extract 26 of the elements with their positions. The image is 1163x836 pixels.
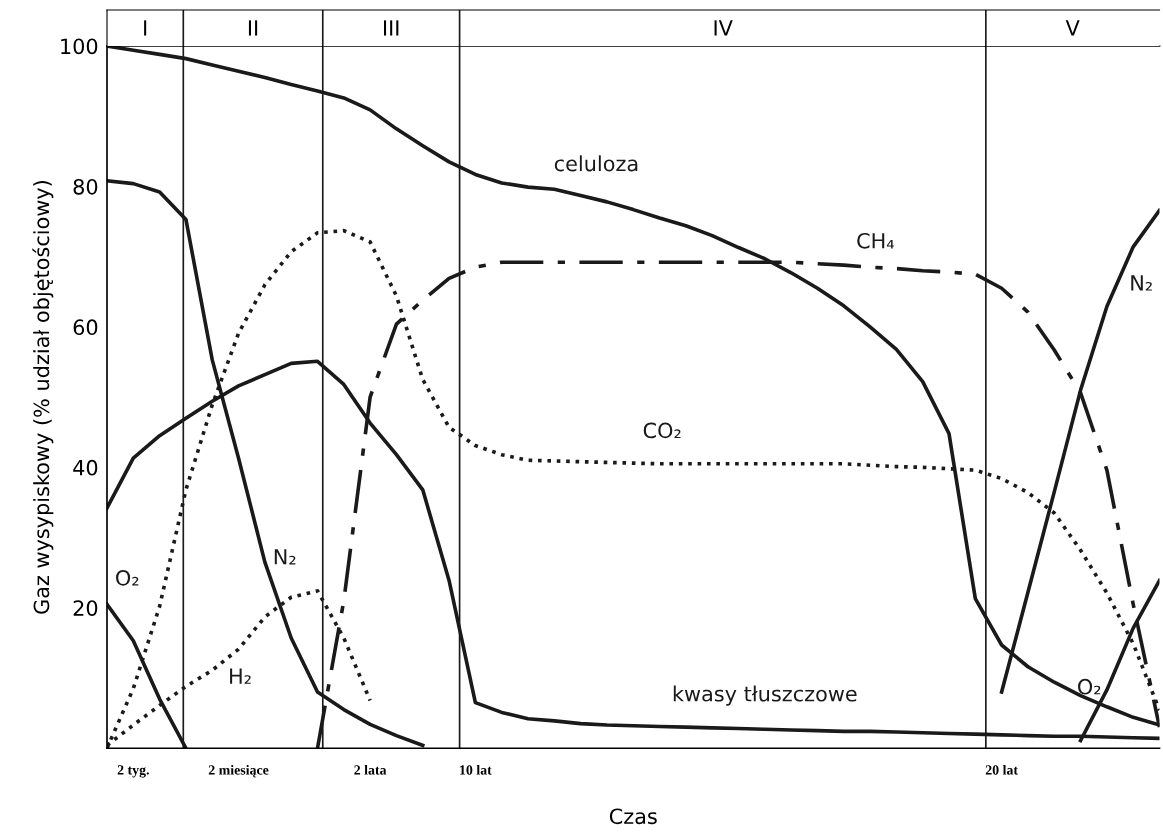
y-tick-label: 100 — [61, 38, 98, 55]
text: IV — [714, 20, 733, 36]
x-tick-label: 2 miesiące — [208, 764, 269, 778]
series-label: H₂ — [230, 668, 251, 684]
series-label: kwasy tłuszczowe — [673, 685, 857, 706]
x-tick-label: 2 tyg. — [117, 765, 149, 778]
y-tick-label: 80 — [73, 178, 98, 195]
series-label: N₂ — [1131, 275, 1152, 291]
series-label: O₂ — [116, 569, 139, 586]
y-tick-label: 20 — [73, 600, 98, 616]
text: V — [1065, 20, 1080, 36]
text: II — [248, 20, 258, 36]
x-axis-title: Czas — [609, 808, 657, 825]
text: I — [144, 20, 147, 36]
series-label: celuloza — [554, 155, 638, 172]
y-tick-label: 60 — [73, 319, 98, 336]
x-tick-label: 10 lat — [460, 764, 492, 775]
series-label: O₂ — [1078, 678, 1101, 695]
text: III — [384, 20, 399, 36]
series-label: CH₄ — [857, 232, 894, 249]
y-axis-title: Gaz wysypiskowy (% udział objętościowy) — [32, 181, 54, 614]
x-tick-label: 2 lata — [354, 764, 387, 775]
x-tick-label: 20 lat — [985, 764, 1018, 775]
y-tick-label: 40 — [73, 459, 98, 476]
series-label: CO₂ — [643, 422, 681, 439]
series-label: N₂ — [274, 549, 296, 565]
